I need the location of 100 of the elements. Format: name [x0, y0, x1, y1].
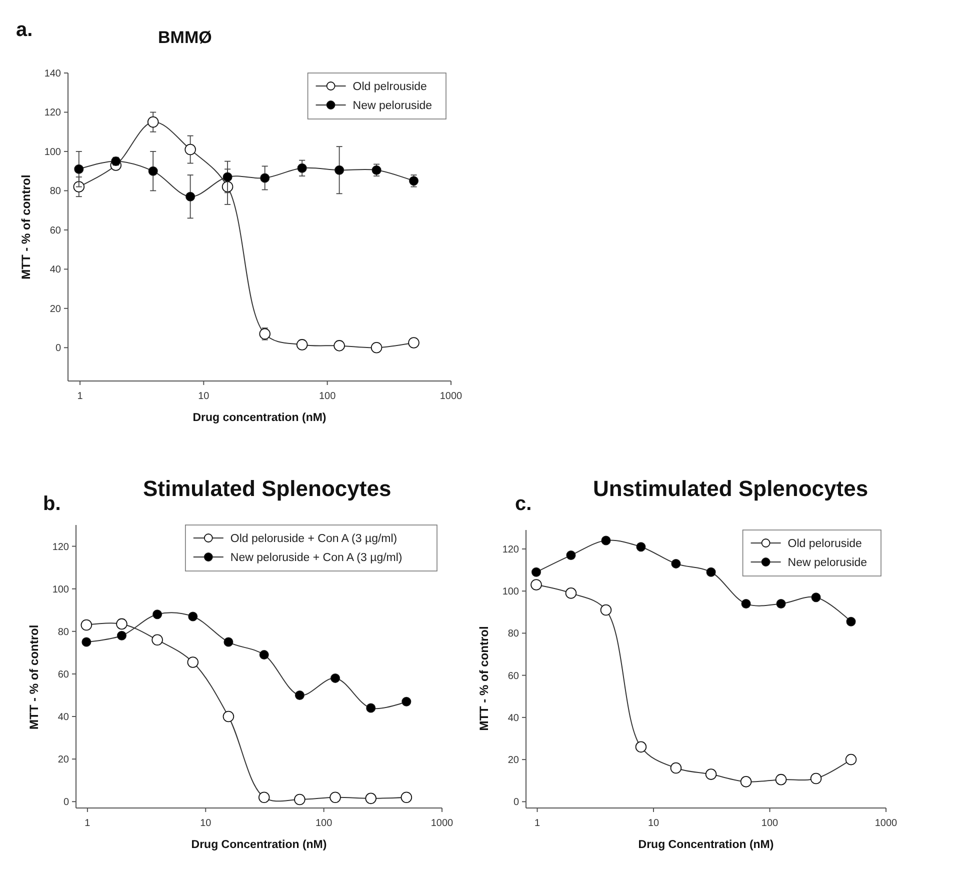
point: [116, 618, 128, 630]
point: [294, 690, 304, 700]
point: [636, 542, 646, 552]
point: [259, 650, 269, 660]
y-tick-label: 40: [508, 712, 520, 724]
point: [297, 163, 307, 173]
y-tick-label: 40: [58, 712, 70, 724]
y-axis-title: MTT - % of control: [27, 624, 41, 730]
x-tick-label: 100: [318, 391, 336, 402]
point: [294, 794, 306, 806]
y-tick-label: 120: [502, 544, 520, 556]
point: [188, 612, 198, 622]
point: [152, 610, 162, 620]
point: [116, 630, 126, 640]
point: [370, 342, 382, 354]
point: [400, 792, 412, 804]
point: [402, 696, 412, 706]
point: [810, 772, 822, 784]
point: [408, 337, 420, 348]
x-tick-label: 10: [200, 818, 212, 829]
point: [365, 792, 376, 804]
y-tick-label: 20: [58, 754, 70, 766]
y-tick-label: 120: [44, 108, 62, 119]
x-tick-label: 100: [761, 818, 779, 829]
y-tick-label: 0: [63, 797, 70, 808]
point: [530, 579, 542, 590]
point: [258, 792, 270, 804]
chart-title: Stimulated Splenocytes: [143, 476, 392, 501]
point: [330, 792, 341, 804]
y-tick-label: 100: [44, 146, 62, 158]
point: [260, 173, 270, 183]
point: [366, 703, 376, 713]
point: [811, 592, 821, 602]
point: [82, 637, 92, 647]
legend-label: New peloruside: [788, 557, 868, 570]
point: [259, 328, 271, 340]
y-tick-label: 20: [508, 755, 520, 766]
point: [845, 754, 857, 766]
x-tick-label: 1: [534, 818, 540, 829]
x-tick-label: 1000: [430, 818, 454, 829]
y-tick-label: 0: [513, 797, 520, 808]
point: [741, 598, 751, 608]
point: [600, 604, 612, 616]
point: [222, 710, 234, 722]
y-tick-label: 80: [508, 628, 520, 640]
y-tick-label: 0: [55, 343, 62, 354]
y-tick-label: 60: [58, 669, 70, 680]
y-tick-label: 60: [508, 670, 520, 682]
point: [184, 144, 196, 156]
x-tick-label: 10: [648, 818, 660, 829]
point: [705, 768, 717, 780]
x-axis-title: Drug concentration (nM): [192, 412, 326, 424]
y-tick-label: 40: [50, 264, 62, 276]
text: b.: [43, 493, 61, 515]
y-tick-label: 80: [50, 186, 62, 198]
point: [334, 165, 344, 175]
point: [148, 166, 158, 176]
point: [775, 774, 787, 786]
legend-label: Old peloruside + Con A (3 µg/ml): [230, 533, 398, 546]
point: [73, 181, 85, 192]
text: a.: [16, 19, 33, 41]
x-axis-title: Drug Concentration (nM): [191, 839, 327, 851]
x-tick-label: 1000: [874, 818, 898, 829]
x-tick-label: 100: [315, 818, 333, 829]
point: [296, 339, 308, 350]
y-tick-label: 100: [52, 584, 70, 596]
point: [635, 741, 647, 753]
text: c.: [515, 493, 532, 515]
y-tick-label: 80: [58, 626, 70, 638]
point: [670, 762, 682, 774]
point: [334, 340, 345, 352]
point: [706, 567, 716, 577]
y-tick-label: 120: [52, 542, 70, 553]
point: [187, 656, 199, 668]
point: [671, 558, 681, 568]
chart-title: Unstimulated Splenocytes: [593, 476, 868, 501]
x-axis-title: Drug Concentration (nM): [638, 839, 774, 851]
x-tick-label: 1: [84, 818, 91, 829]
legend-label: Old peloruside: [788, 538, 862, 550]
chart-title: BMMØ: [158, 28, 212, 47]
y-axis-title: MTT - % of control: [19, 174, 33, 280]
x-tick-label: 1000: [440, 391, 463, 402]
y-tick-label: 60: [50, 225, 62, 236]
y-tick-label: 100: [502, 586, 520, 598]
x-tick-label: 1: [77, 391, 84, 402]
legend-label: New peloruside + Con A (3 µg/ml): [230, 552, 402, 564]
point: [601, 536, 611, 546]
point: [186, 192, 196, 202]
point: [565, 588, 577, 599]
x-tick-label: 10: [198, 391, 210, 402]
point: [776, 598, 786, 608]
point: [80, 619, 92, 631]
point: [222, 172, 232, 182]
legend-label: Old pelrouside: [352, 81, 427, 94]
point: [330, 673, 340, 683]
point: [846, 616, 856, 626]
point: [74, 164, 84, 174]
point: [224, 637, 234, 647]
y-tick-label: 20: [50, 304, 62, 315]
legend-label: New peloruside: [352, 100, 432, 112]
